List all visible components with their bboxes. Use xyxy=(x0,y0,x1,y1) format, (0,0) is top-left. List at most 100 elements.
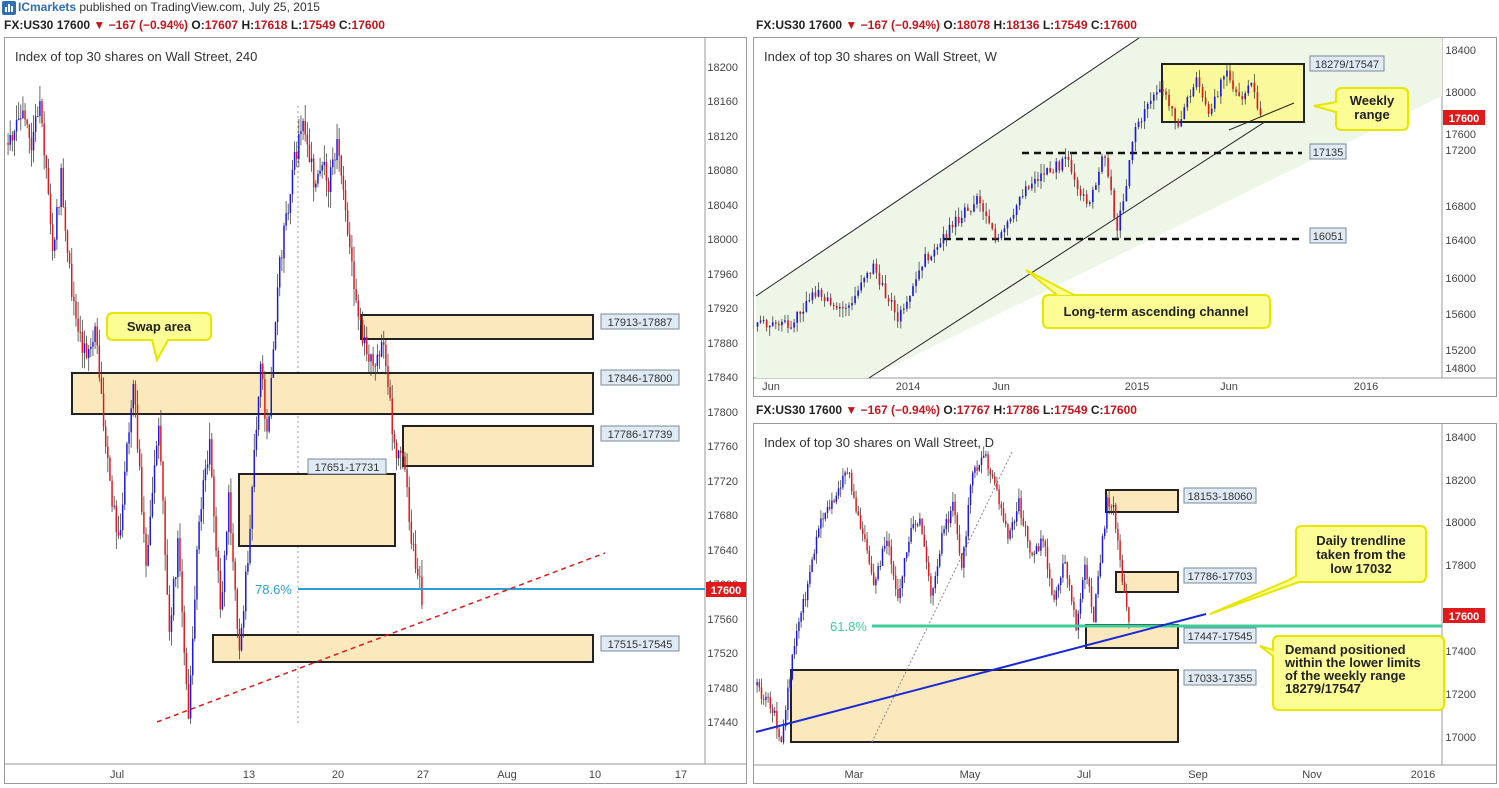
daily-demand-callout xyxy=(1259,635,1445,711)
daily-candle xyxy=(813,553,816,560)
weekly-candle xyxy=(759,320,762,323)
weekly-candle xyxy=(939,243,942,248)
daily-candle xyxy=(798,621,800,632)
daily-y-axis: 18400 18200 18000 17800 17600 17400 1720… xyxy=(1445,432,1476,744)
h4-candle xyxy=(278,257,281,288)
daily-xtick: Sep xyxy=(1188,769,1208,781)
daily-zone-label: 17786-17703 xyxy=(1188,571,1253,583)
weekly-candle xyxy=(1146,103,1149,110)
daily-candle xyxy=(927,562,930,577)
h4-candle xyxy=(327,180,330,192)
weekly-candle xyxy=(802,311,805,314)
daily-candle xyxy=(1026,526,1029,542)
daily-candle xyxy=(1009,530,1011,539)
daily-candle xyxy=(1040,538,1042,551)
weekly-candle xyxy=(793,322,795,328)
h4-candle xyxy=(334,159,336,161)
daily-chart-panel[interactable]: Index of top 30 shares on Wall Street, D… xyxy=(753,423,1497,784)
h4-ytick: 17720 xyxy=(707,476,738,488)
h4-candle xyxy=(211,439,213,477)
weekly-candle xyxy=(1012,214,1015,219)
weekly-chart-panel[interactable]: Index of top 30 shares on Wall Street, W… xyxy=(753,37,1497,397)
daily-candle xyxy=(1064,562,1066,564)
daily-candle xyxy=(976,467,978,471)
h4-candle xyxy=(7,142,9,145)
h4-candle xyxy=(264,379,266,419)
daily-candle xyxy=(800,612,802,622)
weekly-candle xyxy=(768,325,771,328)
h4-candle xyxy=(191,638,194,676)
weekly-ytick: 17200 xyxy=(1445,145,1476,157)
weekly-candle xyxy=(1101,156,1103,172)
top-bar: ICmarkets published on TradingView.com, … xyxy=(0,0,1499,16)
h4-candle xyxy=(302,120,304,132)
daily-candle xyxy=(1088,579,1091,587)
h4-ytick: 18120 xyxy=(707,131,738,143)
daily-candle xyxy=(890,546,893,565)
weekly-candle xyxy=(860,282,863,291)
h4-chart[interactable]: Index of top 30 shares on Wall Street, 2… xyxy=(5,38,746,783)
daily-candle xyxy=(1106,497,1108,529)
daily-candle xyxy=(1068,578,1071,586)
weekly-candle xyxy=(979,196,981,204)
daily-candle xyxy=(765,696,767,700)
h4-candle xyxy=(344,189,347,211)
h4-candle xyxy=(164,500,166,555)
weekly-y-axis: 18400 18000 17600 17200 16800 16400 1600… xyxy=(1445,45,1476,375)
h4-chart-panel[interactable]: Index of top 30 shares on Wall Street, 2… xyxy=(4,37,747,784)
daily-candle xyxy=(1117,528,1119,541)
daily-candle xyxy=(1020,498,1022,519)
weekly-candle xyxy=(805,301,808,312)
weekly-candle xyxy=(842,306,844,309)
h4-candle xyxy=(234,561,236,590)
weekly-candle xyxy=(1107,157,1109,177)
daily-candle xyxy=(1007,524,1009,539)
weekly-candle xyxy=(878,272,881,285)
daily-zone-label: 18153-18060 xyxy=(1188,491,1253,503)
h4-candle xyxy=(262,363,264,380)
h4-candle xyxy=(272,349,275,378)
h4-zone-label-box xyxy=(600,425,680,442)
daily-last-price: 17600 xyxy=(1449,611,1480,623)
weekly-candle xyxy=(1104,156,1106,158)
weekly-high: 18136 xyxy=(1006,18,1040,32)
h4-candle xyxy=(13,131,16,141)
tradingview-icon xyxy=(2,1,16,15)
brand-link[interactable]: ICmarkets xyxy=(18,0,77,14)
daily-candle xyxy=(1037,545,1040,551)
daily-candle xyxy=(903,557,906,577)
weekly-candle xyxy=(808,300,811,302)
h4-candle xyxy=(130,408,132,433)
daily-candle xyxy=(861,528,864,535)
weekly-channel-callout xyxy=(1042,294,1271,329)
daily-xtick: 2016 xyxy=(1411,769,1435,781)
h4-candle xyxy=(289,194,292,213)
daily-candle xyxy=(941,533,943,554)
daily-candle xyxy=(1013,521,1016,523)
weekly-chart[interactable]: Index of top 30 shares on Wall Street, W… xyxy=(754,37,1496,396)
h4-candle xyxy=(217,550,219,571)
weekly-candle xyxy=(1070,159,1073,173)
weekly-candle xyxy=(1238,92,1240,97)
daily-candle xyxy=(787,687,789,710)
h4-ytick: 17880 xyxy=(707,338,738,350)
weekly-candle xyxy=(1067,156,1070,160)
daily-candle xyxy=(842,475,844,488)
weekly-candle xyxy=(1098,171,1100,186)
weekly-candle xyxy=(811,292,814,301)
h4-candle xyxy=(357,300,360,317)
daily-chart[interactable]: Index of top 30 shares on Wall Street, D… xyxy=(754,424,1496,783)
h4-candle xyxy=(200,509,202,522)
weekly-candle xyxy=(1235,89,1237,93)
weekly-candle xyxy=(893,300,896,313)
daily-candle xyxy=(870,563,873,573)
h4-ytick: 17840 xyxy=(707,372,738,384)
h4-fib-label: 78.6% xyxy=(255,582,292,597)
daily-candle xyxy=(1057,584,1060,591)
daily-candle xyxy=(1029,541,1031,553)
h4-zone-label: 17515-17545 xyxy=(608,639,673,651)
weekly-level-label-box xyxy=(1309,143,1347,160)
h4-candle xyxy=(100,377,103,394)
daily-candle xyxy=(886,540,888,547)
h4-candle xyxy=(221,592,224,610)
